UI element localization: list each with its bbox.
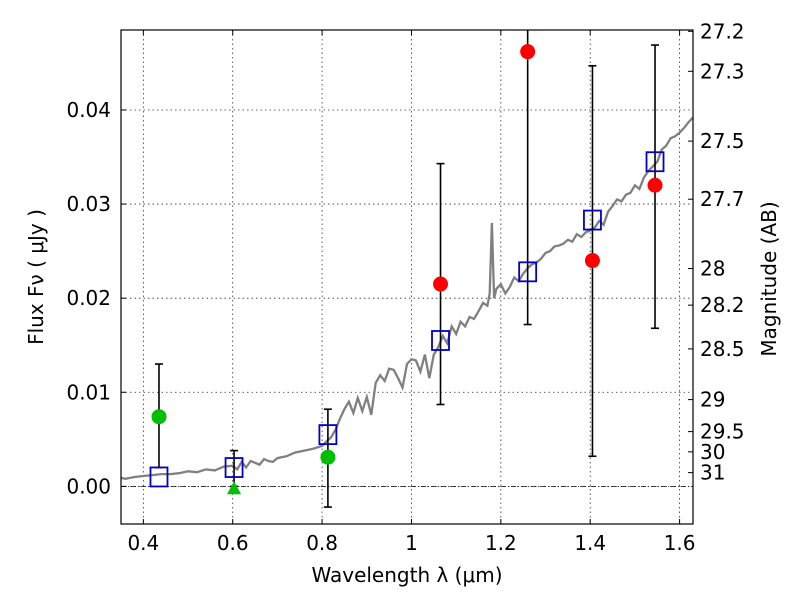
- y-axis-ticks: 0.00 0.01 0.02 0.03 0.04: [66, 98, 126, 498]
- optical-point: [320, 449, 336, 465]
- magnitude-tick-label: 28: [700, 257, 725, 281]
- model-photometry-box: [431, 330, 450, 351]
- magnitude-tick-label: 27.2: [700, 19, 745, 43]
- magnitude-tick-label: 28.2: [700, 293, 745, 317]
- y-tick-label: 0.02: [66, 286, 111, 310]
- magnitude-tick-label: 27.7: [700, 187, 745, 211]
- model-photometry-box: [645, 151, 665, 173]
- detection-points: [433, 44, 663, 292]
- x-tick-label: 1.6: [664, 531, 696, 555]
- upper-limit-markers: [227, 481, 242, 495]
- detection-point: [433, 276, 449, 292]
- y-tick-label: 0.01: [66, 380, 111, 404]
- magnitude-tick-label: 28.5: [700, 337, 745, 361]
- optical-point: [151, 409, 167, 425]
- y-axis-label: Flux Fν ( μJy ): [24, 209, 48, 345]
- x-axis-ticks: 0.4 0.6 0.8 1 1.2 1.4 1.6: [127, 30, 696, 555]
- upper-limit-marker: [227, 481, 242, 495]
- optical-points: [151, 409, 336, 465]
- x-tick-label: 1: [405, 531, 418, 555]
- x-tick-label: 0.4: [127, 531, 159, 555]
- model-photometry-box: [224, 457, 244, 478]
- magnitude-tick-label: 30: [700, 440, 725, 464]
- detection-point: [584, 253, 600, 269]
- detection-point: [647, 177, 663, 193]
- y-tick-label: 0.03: [66, 192, 111, 216]
- magnitude-axis-label: Magnitude (AB): [757, 201, 781, 356]
- magnitude-tick-label: 29: [700, 388, 725, 412]
- model-photometry-box: [518, 261, 538, 283]
- model-photometry-box: [318, 424, 338, 446]
- x-tick-label: 0.8: [306, 531, 338, 555]
- x-tick-label: 1.2: [485, 531, 517, 555]
- y-tick-label: 0.04: [66, 98, 111, 122]
- magnitude-tick-label: 29.5: [700, 420, 745, 444]
- error-bars: [154, 30, 660, 508]
- magnitude-tick-label: 27.3: [700, 59, 745, 83]
- magnitude-tick-label: 31: [700, 461, 725, 485]
- model-photometry-box: [149, 466, 169, 488]
- x-tick-label: 0.6: [217, 531, 249, 555]
- x-tick-label: 1.4: [574, 531, 606, 555]
- grid-lines: [121, 30, 693, 524]
- plot-frame: [120, 29, 694, 525]
- x-axis-label: Wavelength λ (μm): [311, 563, 502, 587]
- model-photometry-boxes: [149, 151, 665, 488]
- model-photometry-box: [583, 209, 602, 231]
- y-tick-label: 0.00: [66, 474, 111, 498]
- detection-point: [520, 44, 536, 60]
- magnitude-tick-label: 27.5: [700, 129, 745, 153]
